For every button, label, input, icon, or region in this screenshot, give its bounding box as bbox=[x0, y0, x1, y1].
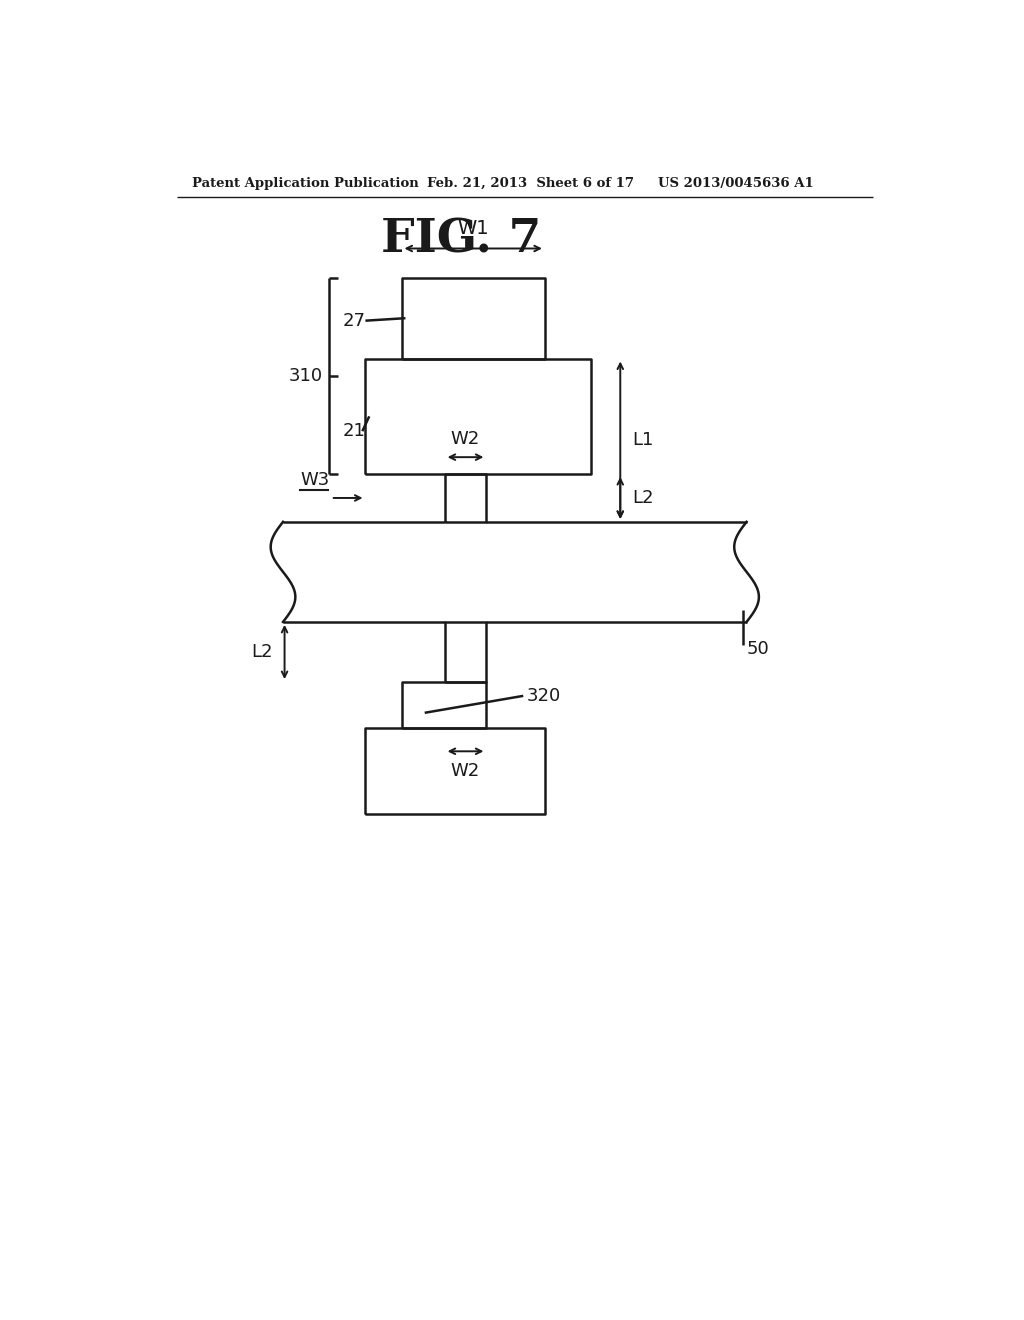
Text: L1: L1 bbox=[632, 432, 653, 449]
Text: FIG. 7: FIG. 7 bbox=[382, 216, 542, 263]
Text: W2: W2 bbox=[451, 762, 480, 780]
Text: W3: W3 bbox=[300, 471, 329, 488]
Text: L2: L2 bbox=[632, 488, 653, 507]
Text: Feb. 21, 2013  Sheet 6 of 17: Feb. 21, 2013 Sheet 6 of 17 bbox=[427, 177, 634, 190]
Text: W1: W1 bbox=[458, 219, 489, 238]
Text: 320: 320 bbox=[527, 686, 561, 705]
Text: 50: 50 bbox=[746, 640, 769, 657]
Text: W2: W2 bbox=[451, 430, 480, 447]
Text: L2: L2 bbox=[252, 643, 273, 661]
Text: 310: 310 bbox=[289, 367, 323, 385]
Text: 27: 27 bbox=[343, 312, 367, 330]
Text: 21: 21 bbox=[343, 422, 366, 440]
Text: US 2013/0045636 A1: US 2013/0045636 A1 bbox=[658, 177, 814, 190]
Text: Patent Application Publication: Patent Application Publication bbox=[193, 177, 419, 190]
